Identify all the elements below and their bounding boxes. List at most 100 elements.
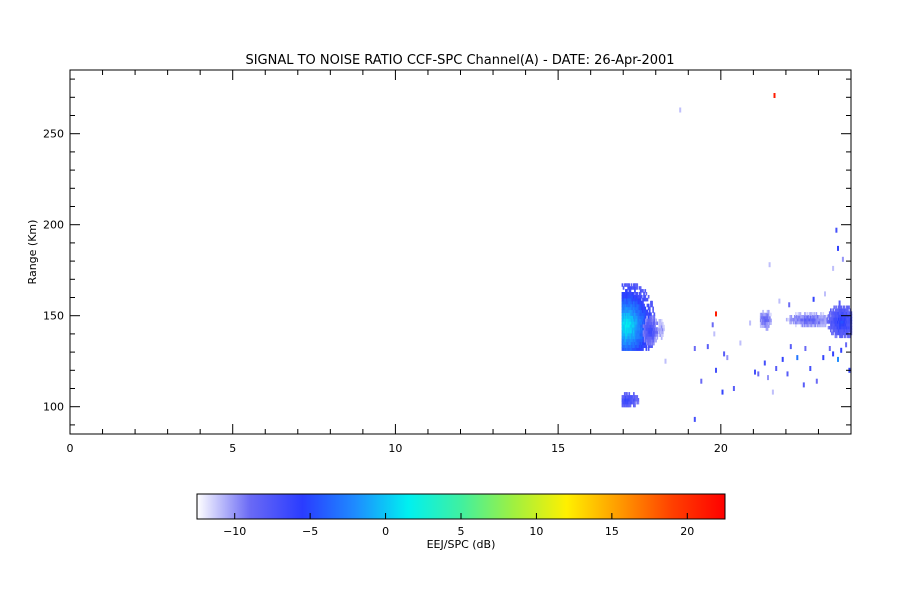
heat-cell [639, 309, 642, 313]
heat-cell [846, 311, 848, 315]
heat-cell [645, 344, 648, 348]
heat-cell [628, 318, 631, 322]
heat-cell [635, 303, 637, 308]
heat-cell [643, 295, 645, 299]
heat-cell [631, 335, 634, 340]
heat-cell [649, 327, 652, 331]
heat-cell [648, 341, 651, 346]
heat-cell [633, 400, 635, 405]
heat-cell [824, 315, 827, 319]
heat-cell [643, 303, 645, 308]
heat-cell [637, 332, 640, 337]
heat-cell [809, 323, 812, 328]
heat-cell [644, 341, 647, 345]
heat-cell [655, 327, 657, 331]
heat-cell [651, 321, 654, 325]
heat-cell [630, 327, 633, 331]
heat-cell [634, 395, 636, 399]
heat-cell [636, 295, 639, 299]
heat-cell [844, 311, 847, 315]
heat-cell [804, 312, 806, 316]
heat-cell [647, 295, 650, 299]
heat-cell [801, 323, 804, 328]
heat-cell [835, 308, 838, 312]
heat-cell [658, 319, 661, 323]
heat-cell [637, 300, 640, 305]
heat-cell [639, 318, 642, 322]
heat-cell [629, 297, 632, 302]
heat-cell [638, 315, 641, 319]
heat-cell [847, 317, 849, 321]
heat-cell [643, 318, 645, 322]
heat-cell [634, 344, 636, 348]
heat-cell [634, 327, 636, 331]
heat-cell [830, 308, 832, 312]
heat-cell [638, 338, 641, 343]
heat-cell [635, 398, 637, 402]
heat-cell [639, 286, 642, 290]
heat-cell [642, 300, 644, 305]
heat-cell [804, 320, 806, 325]
heat-cell [626, 297, 628, 302]
heat-cell [663, 324, 665, 329]
heat-cell [631, 324, 634, 328]
heat-cell [635, 283, 637, 287]
colorbar-axis: −10 −5 0 5 10 15 20 [223, 513, 694, 538]
heat-cell [633, 344, 635, 348]
heat-cell [648, 333, 651, 337]
heat-cell [636, 395, 639, 399]
heat-cell [640, 309, 643, 313]
heat-cell [815, 320, 818, 325]
heat-cell [841, 323, 844, 327]
colorbar-tick-label: 20 [680, 525, 694, 538]
heat-cell [659, 330, 662, 335]
heat-cell [842, 331, 845, 336]
data-point [715, 311, 717, 317]
heat-cell [629, 403, 632, 408]
heat-cell [621, 338, 624, 343]
data-point [706, 344, 709, 350]
heat-cell [633, 398, 635, 402]
heat-cell [826, 317, 829, 321]
heat-cell [626, 318, 628, 322]
heat-cell [654, 336, 656, 340]
heat-cell [765, 324, 768, 328]
heat-cell [804, 317, 806, 322]
heat-cell [655, 339, 657, 343]
heat-cell [642, 335, 644, 340]
heat-cell [650, 333, 653, 337]
heat-cell [634, 338, 636, 343]
heat-cell [634, 321, 636, 325]
heat-cell [649, 336, 652, 340]
heat-cell [647, 306, 650, 311]
heat-cell [807, 315, 810, 319]
heat-cell [629, 289, 632, 293]
chart-title: SIGNAL TO NOISE RATIO CCF-SPC Channel(A)… [245, 53, 674, 68]
heatmap-data [621, 93, 853, 422]
heat-cell [628, 347, 631, 351]
heat-cell [642, 347, 644, 351]
heat-cell [823, 323, 826, 328]
heat-cell [623, 292, 626, 296]
heat-cell [649, 339, 652, 343]
heat-cell [635, 341, 637, 345]
heat-cell [656, 333, 659, 337]
heat-cell [642, 297, 644, 302]
heat-cell [646, 315, 648, 320]
heat-cell [633, 303, 635, 308]
heat-cell [655, 321, 657, 325]
heat-cell [640, 318, 643, 322]
heat-cell [765, 327, 768, 331]
heat-cell [631, 318, 634, 322]
heat-cell [763, 324, 765, 328]
heat-cell [626, 403, 628, 408]
heat-cell [636, 292, 639, 296]
heat-cell [651, 333, 654, 337]
heat-cell [640, 315, 643, 319]
heat-cell [814, 323, 817, 328]
heat-cell [639, 306, 642, 311]
heat-cell [808, 315, 811, 319]
heat-cell [838, 305, 840, 309]
heat-cell [630, 344, 633, 348]
heat-cell [623, 283, 626, 287]
